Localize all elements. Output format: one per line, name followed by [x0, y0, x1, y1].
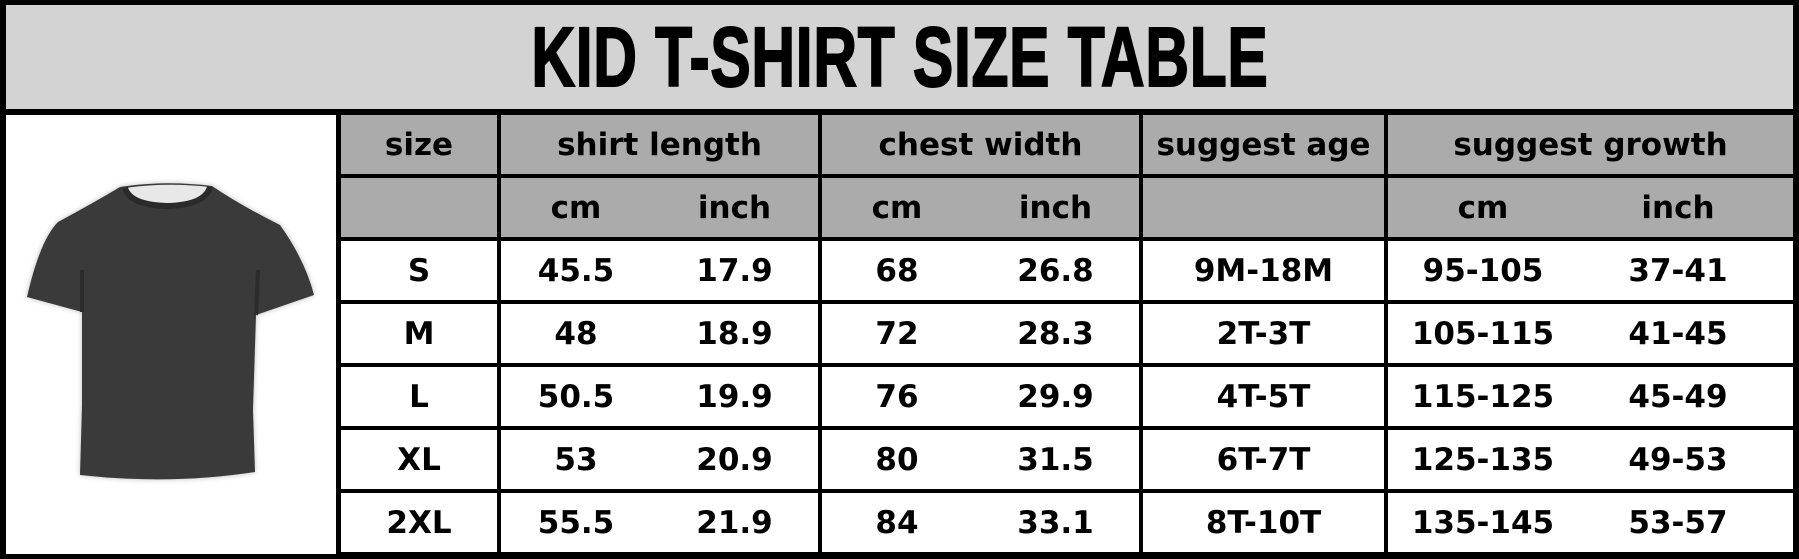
table-cell-bg: [501, 493, 818, 552]
cell-chest-inch: 31.5: [1017, 441, 1094, 478]
cell-chest-inch: 28.3: [1017, 315, 1094, 352]
header-chest-units: cm inch: [822, 178, 1139, 237]
unit-shirt-inch: inch: [697, 189, 772, 226]
cell-growth-cm: 125-135: [1411, 441, 1555, 478]
cell-chest-cm: 76: [875, 378, 919, 415]
cell-growth-cm: 115-125: [1411, 378, 1555, 415]
cell-age: 6T-7T: [1216, 441, 1311, 478]
cell-growth-inch: 41-45: [1628, 315, 1728, 352]
unit-growth-inch: inch: [1641, 189, 1715, 226]
table-cell-bg: [822, 241, 1139, 300]
header-shirt-length: shirt length: [501, 115, 818, 174]
unit-shirt-cm: cm: [550, 189, 602, 226]
cell-length-cm: 48: [554, 315, 598, 352]
header-growth-units: cm inch: [1388, 178, 1793, 237]
table-cell-bg: [341, 304, 497, 363]
table-cell-bg: [341, 367, 497, 426]
cell-length-inch: 18.9: [696, 315, 773, 352]
header-size: size: [341, 115, 497, 174]
cell-size: L: [409, 378, 429, 415]
cell-length-inch: 19.9: [696, 378, 773, 415]
cell-length-inch: 17.9: [696, 252, 773, 289]
cell-age: 2T-3T: [1216, 315, 1311, 352]
cell-growth-cm: 95-105: [1422, 252, 1544, 289]
cell-chest-cm: 68: [875, 252, 919, 289]
header-age-unit-empty: [1143, 178, 1384, 237]
table-cell-bg: [1143, 430, 1384, 489]
table-cell-bg: [822, 430, 1139, 489]
cell-size: M: [403, 315, 435, 352]
cell-age: 8T-10T: [1205, 504, 1322, 541]
cell-chest-inch: 29.9: [1017, 378, 1094, 415]
cell-age: 4T-5T: [1216, 378, 1311, 415]
cell-chest-cm: 72: [875, 315, 919, 352]
cell-growth-inch: 53-57: [1628, 504, 1728, 541]
cell-length-cm: 53: [554, 441, 598, 478]
unit-chest-cm: cm: [871, 189, 923, 226]
table-cell-bg: [501, 430, 818, 489]
cell-growth-cm: 135-145: [1411, 504, 1555, 541]
header-suggest-age: suggest age: [1143, 115, 1384, 174]
header-size-unit-empty: [341, 178, 497, 237]
table-cell-bg: [1143, 493, 1384, 552]
t-shirt-image-cell: [6, 115, 336, 554]
cell-chest-cm: 84: [875, 504, 919, 541]
cell-length-inch: 20.9: [696, 441, 773, 478]
table-cell-bg: [822, 493, 1139, 552]
cell-growth-cm: 105-115: [1411, 315, 1555, 352]
cell-chest-inch: 33.1: [1017, 504, 1094, 541]
table-cell-bg: [501, 367, 818, 426]
table-cell-bg: [1388, 304, 1793, 363]
cell-growth-inch: 45-49: [1628, 378, 1728, 415]
table-cell-bg: [822, 367, 1139, 426]
title-bar: KID T-SHIRT SIZE TABLE: [6, 5, 1793, 109]
table-cell-bg: [341, 241, 497, 300]
cell-length-cm: 55.5: [537, 504, 615, 541]
cell-size: XL: [397, 441, 441, 478]
table-cell-bg: [1388, 430, 1793, 489]
page-title: KID T-SHIRT SIZE TABLE: [530, 10, 1269, 104]
table-cell-bg: [1388, 367, 1793, 426]
cell-chest-inch: 26.8: [1017, 252, 1094, 289]
t-shirt-icon: [27, 183, 314, 480]
table-cell-bg: [501, 304, 818, 363]
table-cell-bg: [822, 304, 1139, 363]
table-cell-bg: [341, 430, 497, 489]
header-chest-width: chest width: [822, 115, 1139, 174]
header-shirt-units: cm inch: [501, 178, 818, 237]
table-cell-bg: [501, 241, 818, 300]
cell-size: S: [407, 252, 431, 289]
cell-length-cm: 50.5: [537, 378, 615, 415]
cell-growth-inch: 37-41: [1628, 252, 1728, 289]
table-cell-bg: [1143, 241, 1384, 300]
table-cell-bg: [1143, 304, 1384, 363]
unit-chest-inch: inch: [1018, 189, 1093, 226]
cell-chest-cm: 80: [875, 441, 919, 478]
cell-length-inch: 21.9: [696, 504, 773, 541]
table-cell-bg: [341, 493, 497, 552]
unit-growth-cm: cm: [1457, 189, 1509, 226]
table-cell-bg: [1143, 367, 1384, 426]
cell-size: 2XL: [386, 504, 452, 541]
cell-length-cm: 45.5: [537, 252, 615, 289]
header-suggest-growth: suggest growth: [1388, 115, 1793, 174]
cell-growth-inch: 49-53: [1628, 441, 1728, 478]
table-cell-bg: [1388, 493, 1793, 552]
table-cell-bg: [1388, 241, 1793, 300]
cell-age: 9M-18M: [1193, 252, 1334, 289]
